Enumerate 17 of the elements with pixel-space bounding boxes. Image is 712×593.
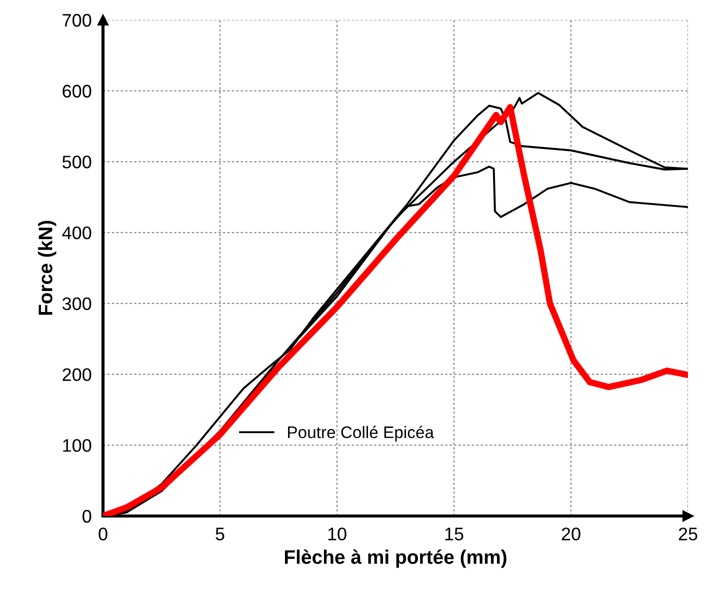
y-tick-label: 0 [82,510,92,523]
x-tick-label: 5 [216,528,224,540]
y-tick-label: 300 [62,297,92,310]
y-tick-label: 400 [62,226,92,240]
x-tick-label: 15 [445,528,464,540]
x-tick-label: 20 [562,528,580,540]
y-tick-label: 700 [62,14,92,27]
y-tick-label: 200 [62,368,92,382]
x-axis-title: Flèche à mi portée (mm) [284,550,506,568]
y-tick-label: 600 [62,84,92,98]
x-tick-label: 0 [98,528,108,540]
y-tick-label: 100 [63,439,92,452]
y-tick-label: 500 [62,156,92,168]
x-tick-label: 10 [328,528,346,540]
y-axis-title: Force (kN) [38,220,56,315]
x-tick-label: 25 [678,528,698,540]
legend-label: Poutre Collé Epicéa [288,426,434,442]
